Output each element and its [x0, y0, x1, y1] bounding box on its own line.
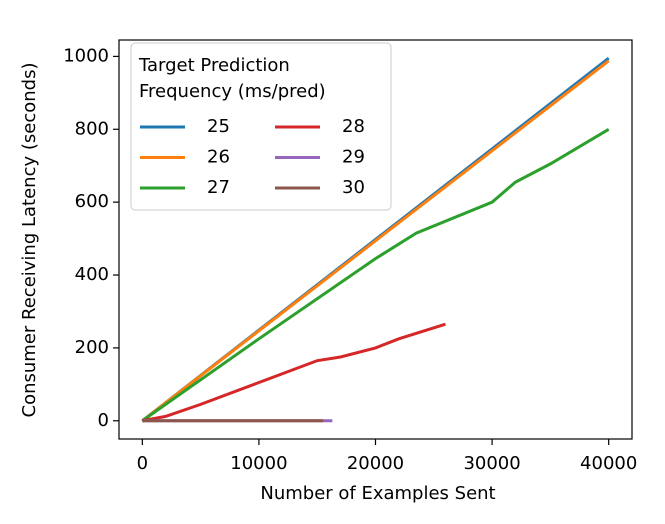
x-tick-label: 40000 [580, 453, 637, 474]
x-tick-label: 20000 [347, 453, 404, 474]
y-tick-label: 400 [75, 264, 109, 285]
x-axis-label: Number of Examples Sent [260, 483, 495, 504]
x-tick-label: 10000 [230, 453, 287, 474]
legend-box [130, 42, 392, 211]
y-tick-label: 800 [75, 118, 109, 139]
series-line [142, 322, 446, 423]
legend-label: 30 [342, 177, 365, 198]
plot-frame [118, 39, 633, 440]
legend-label: 28 [342, 116, 365, 137]
y-axis-label: Consumer Receiving Latency (seconds) [19, 63, 40, 418]
y-tick-label: 600 [75, 191, 109, 212]
y-tick-label: 200 [75, 337, 109, 358]
legend-label: 27 [207, 177, 230, 198]
series-line [141, 59, 610, 422]
legend-title: Frequency (ms/pred) [139, 81, 326, 102]
legend-label: 29 [342, 147, 365, 168]
legend-title: Target Prediction [138, 55, 290, 76]
x-tick-label: 0 [137, 453, 148, 474]
legend-label: 25 [207, 116, 230, 137]
legend-label: 26 [207, 147, 230, 168]
series-line [141, 127, 610, 423]
y-tick-label: 1000 [63, 45, 109, 66]
y-tick-label: 0 [98, 410, 109, 431]
x-tick-label: 30000 [463, 453, 520, 474]
